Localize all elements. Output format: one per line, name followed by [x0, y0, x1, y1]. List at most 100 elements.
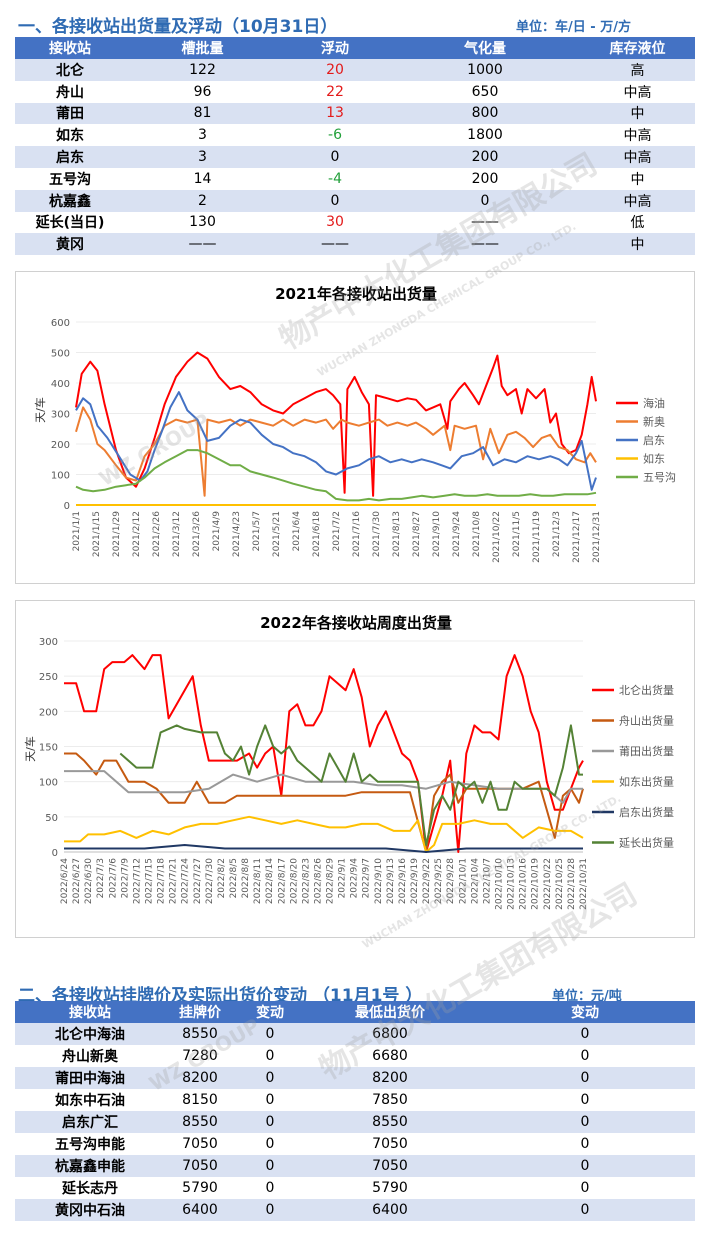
low-price-cell: 6400: [305, 1199, 475, 1221]
series-line-3: [64, 815, 584, 853]
tank-cell: 130: [125, 211, 280, 234]
x-tick-label: 2021/4/23: [232, 511, 242, 557]
x-tick-label: 2022/7/3: [96, 858, 106, 898]
x-tick-label: 2021/1/15: [92, 511, 102, 557]
gas-cell: 0: [390, 189, 580, 212]
table-row: 启东 3 0 200 中高: [15, 146, 695, 168]
station-cell: 延长志丹: [15, 1177, 165, 1199]
table-row: 如东 3 -6 1800 中高: [15, 124, 695, 147]
section2-unit: 单位：元/吨: [552, 989, 622, 1004]
x-tick-label: 2022/10/1: [458, 858, 468, 904]
level-cell: 中高: [580, 146, 695, 168]
tank-cell: 14: [125, 167, 280, 190]
change-cell: 0: [475, 1177, 695, 1199]
x-tick-label: 2022/9/10: [374, 858, 384, 904]
change-cell: 0: [475, 1133, 695, 1155]
price-table: 接收站 挂牌价 变动 最低出货价 变动 北仑中海油 8550 0 6800 0 舟山新奥 7…: [15, 1001, 695, 1221]
low-price-cell: 8550: [305, 1111, 475, 1133]
station-cell: 舟山: [15, 80, 125, 103]
gas-cell: 800: [390, 102, 580, 125]
station-cell: 黄冈中石油: [15, 1199, 165, 1221]
x-tick-label: 2022/7/12: [132, 858, 142, 904]
legend-label: 北仑出货量: [619, 683, 674, 697]
x-tick-label: 2022/9/25: [434, 858, 444, 904]
station-cell: 莆田中海油: [15, 1067, 165, 1089]
legend-label: 如东: [643, 452, 665, 466]
header-station: 接收站: [15, 37, 125, 59]
x-tick-label: 2022/8/23: [301, 858, 311, 904]
x-tick-label: 2021/1/29: [112, 511, 122, 557]
change-cell: 0: [475, 1067, 695, 1089]
tank-cell: 81: [125, 102, 280, 125]
x-tick-label: 2022/10/19: [531, 858, 541, 910]
float-cell: 30: [280, 211, 390, 234]
x-tick-label: 2021/11/19: [532, 511, 542, 563]
x-tick-label: 2022/7/27: [193, 858, 203, 904]
x-tick-label: 2022/10/16: [519, 858, 529, 910]
x-tick-label: 2022/9/1: [338, 858, 348, 898]
x-tick-label: 2021/3/12: [172, 511, 182, 557]
legend-label: 启东: [643, 434, 665, 447]
x-tick-label: 2022/9/22: [422, 858, 432, 904]
x-tick-label: 2021/7/2: [332, 511, 342, 551]
x-tick-label: 2022/7/9: [120, 858, 130, 899]
x-tick-label: 2022/7/15: [144, 858, 154, 904]
x-tick-label: 2021/12/17: [572, 511, 582, 563]
table-row: 杭嘉鑫申能 7050 0 7050 0: [15, 1155, 695, 1177]
header-tank: 槽批量: [125, 37, 280, 59]
header-level: 库存液位: [580, 37, 695, 59]
x-tick-label: 2021/9/24: [452, 511, 462, 557]
level-cell: 中高: [580, 124, 695, 147]
station-cell: 莆田: [15, 102, 125, 125]
header-float: 浮动: [280, 37, 390, 59]
change-cell: 0: [235, 1089, 305, 1111]
x-tick-label: 2022/10/31: [579, 858, 589, 910]
gas-cell: ——: [390, 233, 580, 256]
y-tick-label: 300: [39, 637, 58, 648]
table-row: 杭嘉鑫 2 0 0 中高: [15, 189, 695, 212]
list-price-cell: 8550: [165, 1023, 235, 1045]
change-cell: 0: [235, 1177, 305, 1199]
x-tick-label: 2022/6/30: [84, 858, 94, 904]
series-line-0: [64, 654, 584, 853]
table-row: 如东中石油 8150 0 7850 0: [15, 1089, 695, 1111]
x-tick-label: 2021/2/12: [132, 511, 142, 557]
x-tick-label: 2021/4/9: [212, 511, 222, 552]
low-price-cell: 6680: [305, 1045, 475, 1067]
x-tick-label: 2022/9/19: [410, 858, 420, 904]
list-price-cell: 8200: [165, 1067, 235, 1089]
list-price-cell: 5790: [165, 1177, 235, 1199]
float-cell: 0: [280, 189, 390, 212]
legend-label: 海油: [643, 396, 665, 410]
legend-label: 莆田出货量: [619, 744, 674, 758]
level-cell: 中: [580, 167, 695, 190]
x-tick-label: 2021/5/21: [272, 511, 282, 557]
station-cell: 如东中石油: [15, 1089, 165, 1111]
change-cell: 0: [235, 1045, 305, 1067]
y-tick-label: 100: [39, 778, 58, 789]
change-cell: 0: [235, 1133, 305, 1155]
float-cell: 13: [280, 102, 390, 125]
float-cell: 20: [280, 59, 390, 81]
change-cell: 0: [475, 1045, 695, 1067]
x-tick-label: 2022/9/28: [446, 858, 456, 904]
x-tick-label: 2021/12/31: [592, 511, 602, 563]
x-tick-label: 2021/12/3: [552, 511, 562, 557]
x-tick-label: 2022/10/25: [555, 858, 565, 910]
header-low-price: 最低出货价: [305, 1001, 475, 1023]
low-price-cell: 7050: [305, 1155, 475, 1177]
x-tick-label: 2021/6/18: [312, 511, 322, 557]
station-cell: 五号沟: [15, 167, 125, 190]
x-tick-label: 2021/8/27: [412, 511, 422, 557]
legend-label: 五号沟: [643, 471, 676, 484]
x-tick-label: 2022/8/14: [265, 858, 275, 904]
station-cell: 北仑中海油: [15, 1023, 165, 1045]
section1-unit: 单位：车/日 - 万/方: [516, 20, 631, 35]
gas-cell: 1000: [390, 59, 580, 81]
change-cell: 0: [475, 1023, 695, 1045]
change-cell: 0: [235, 1111, 305, 1133]
x-tick-label: 2022/10/10: [495, 858, 505, 910]
section1-title: 一、各接收站出货量及浮动（10月31日）: [18, 17, 338, 37]
table-row: 黄冈 —— —— —— 中: [15, 233, 695, 256]
table-row: 延长(当日) 130 30 —— 低: [15, 211, 695, 234]
